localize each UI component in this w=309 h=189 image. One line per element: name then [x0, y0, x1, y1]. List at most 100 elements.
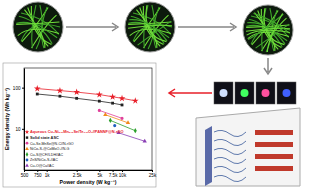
legend-marker: [26, 136, 28, 138]
series-point: [75, 97, 78, 100]
nanowire: [247, 30, 290, 35]
y-tick-label: 10: [15, 127, 21, 132]
x-tick-label: 500: [21, 173, 29, 178]
x-tick-mark: [77, 170, 78, 172]
figure: 5007501k2.5k5k7.5k10k25k10100Power densi…: [0, 0, 309, 189]
fiber: [214, 148, 246, 154]
x-tick-mark: [99, 170, 100, 172]
x-tick: 5k: [97, 170, 103, 178]
legend-label: Cu₂O@Cu//AC: [30, 164, 54, 168]
fiber: [214, 157, 246, 163]
x-tick: 2.5k: [73, 170, 82, 178]
arrow: [264, 58, 272, 74]
series-line: [37, 94, 122, 105]
legend-marker: [26, 159, 29, 162]
series-point: [121, 104, 124, 107]
legend-label: NiCo₂S₄@CoMoO₄//N-G: [30, 147, 70, 151]
chart-panel: [3, 63, 156, 187]
nanowire: [24, 10, 44, 48]
nanowire-image: [13, 2, 63, 52]
arrow: [178, 23, 236, 31]
x-tick-label: 7.5k: [109, 173, 118, 178]
legend: Aqueous Cu₂Ni₀.₅Mn₀.₅Se/Te₁.₅O₂//PANNF@N…: [25, 129, 124, 168]
y-axis-title: Energy density (Wh kg⁻¹): [4, 88, 10, 150]
x-tick-mark: [37, 170, 38, 172]
fiber: [214, 166, 246, 172]
series-point: [57, 87, 64, 93]
electrode-plate: [255, 142, 293, 147]
legend-label: Aqueous Cu₂Ni₀.₅Mn₀.₅Se/Te₁.₅O₂//PANNF@N…: [30, 129, 123, 134]
device-schematic: [196, 82, 300, 186]
arrow: [66, 23, 118, 31]
image-circle: [243, 5, 293, 55]
y-tick: 10: [15, 127, 24, 132]
nanowire-image: [125, 2, 175, 52]
fiber: [214, 175, 246, 181]
nanowire: [129, 20, 167, 41]
series-point: [34, 85, 41, 91]
series-point: [36, 93, 39, 96]
x-tick: 500: [21, 170, 29, 178]
led-glow: [241, 89, 249, 97]
nanowire: [19, 16, 57, 38]
x-tick-label: 750: [34, 173, 42, 178]
x-tick: 7.5k: [109, 170, 118, 178]
series-point: [59, 95, 62, 98]
y-tick: 100: [13, 86, 24, 91]
series-point: [119, 95, 126, 101]
y-tick-mark: [22, 88, 24, 89]
image-circle: [13, 2, 63, 52]
x-tick-label: 2.5k: [73, 173, 82, 178]
series-point: [73, 89, 80, 95]
x-tick-mark: [113, 170, 114, 172]
series-point: [134, 128, 137, 133]
series-point: [109, 118, 112, 123]
series-point: [113, 124, 116, 127]
led-glow: [283, 89, 291, 97]
x-tick-label: 25k: [149, 173, 157, 178]
arrow: [169, 89, 212, 97]
series-line: [37, 89, 135, 101]
electrode-plate: [255, 154, 293, 159]
photo: [235, 82, 254, 104]
x-tick-mark: [152, 170, 153, 172]
x-tick-mark: [122, 170, 123, 172]
legend-label: ZnS/NiCo₂S₄//AC: [30, 158, 58, 162]
image-circle: [125, 2, 175, 52]
electrode-plate: [255, 130, 293, 135]
fiber: [214, 139, 246, 145]
nanowire-image: [243, 5, 293, 55]
y-tick-mark: [22, 129, 24, 130]
legend-marker: [25, 130, 29, 134]
electrode-left: [205, 126, 212, 186]
legend-label: Solid state ASC: [30, 135, 59, 140]
series-point: [103, 112, 107, 116]
series-line: [105, 115, 128, 123]
y-tick-label: 100: [13, 86, 21, 91]
fiber: [214, 130, 246, 136]
legend-marker: [26, 152, 29, 157]
x-tick-mark: [47, 170, 48, 172]
series-point: [143, 139, 147, 143]
led-glow: [262, 89, 270, 97]
led-glow: [220, 89, 228, 97]
nanowire: [254, 13, 274, 51]
photo: [256, 82, 275, 104]
photo: [214, 82, 233, 104]
nanowire: [136, 10, 156, 48]
x-tick: 1k: [45, 170, 51, 178]
x-axis-title: Power density (W kg⁻¹): [60, 179, 117, 185]
series-point: [126, 120, 130, 124]
series-point: [120, 117, 123, 120]
y-axis: 10 100: [13, 69, 25, 171]
y-axis-line: [24, 69, 25, 171]
photo: [277, 82, 296, 104]
series-point: [109, 93, 116, 99]
series-point: [111, 102, 114, 105]
x-tick: 25k: [149, 170, 157, 178]
nanowire: [267, 14, 282, 52]
series-point: [132, 97, 139, 103]
nanowire: [128, 25, 172, 28]
x-axis-line: [25, 170, 153, 171]
plot-frame: [24, 68, 152, 170]
